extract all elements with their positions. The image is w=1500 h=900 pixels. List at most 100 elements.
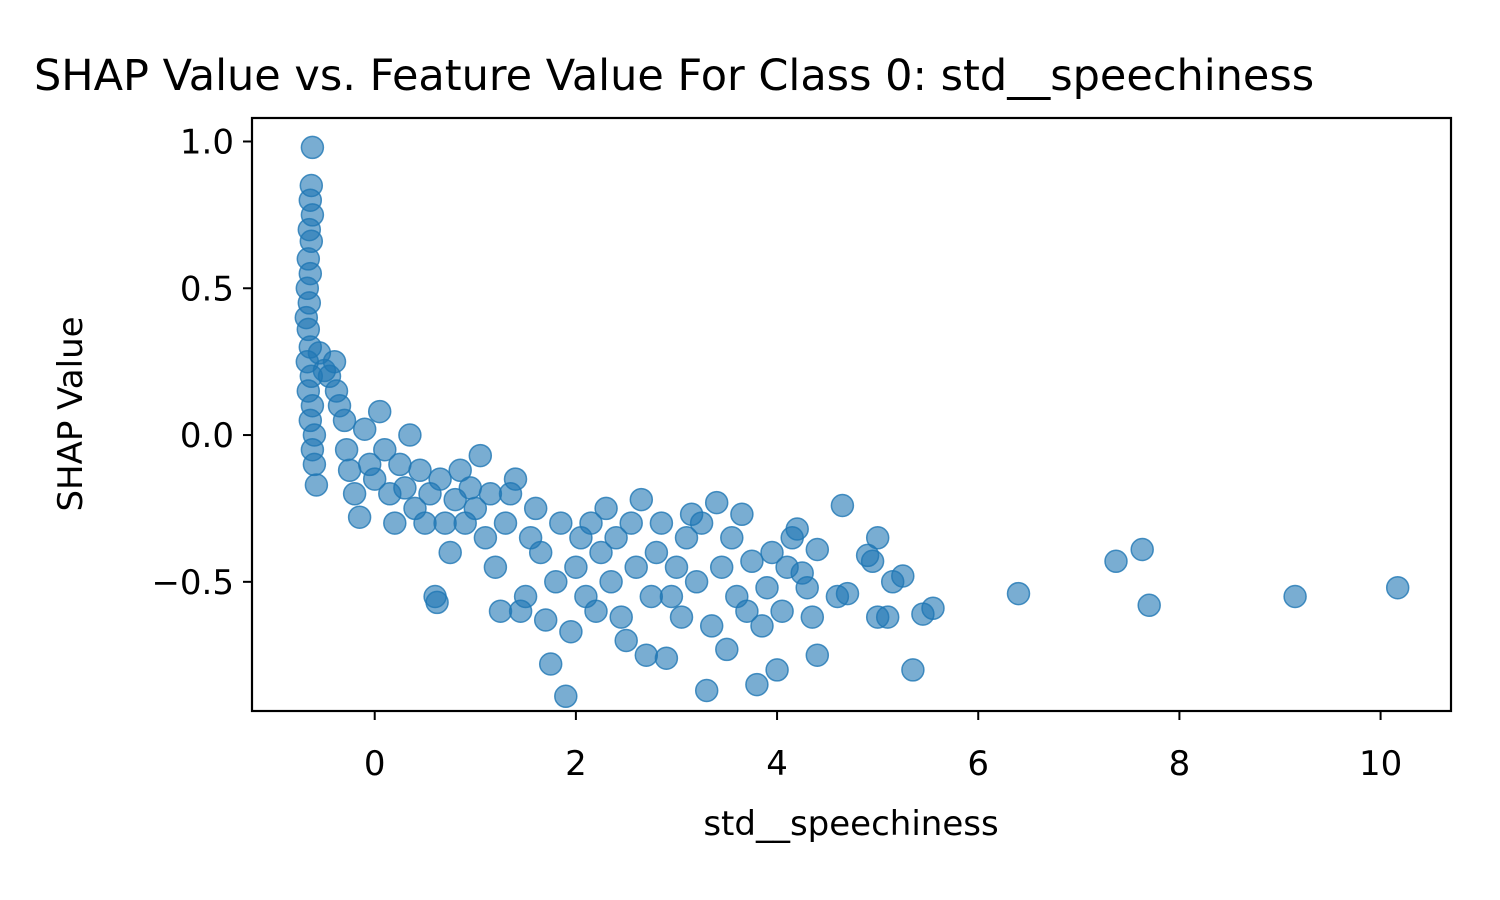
data-point [544,570,568,594]
data-point [533,608,558,632]
data-point [624,555,648,579]
data-point [805,537,830,562]
data-point [720,526,744,550]
data-point [463,496,488,521]
data-point [528,540,553,565]
data-point [795,575,819,600]
data-point [765,658,789,682]
data-point [448,458,472,483]
data-point [599,570,623,594]
data-point [830,493,855,518]
data-point [805,643,830,667]
data-point [654,646,679,670]
data-point [604,526,628,550]
data-point [891,564,915,588]
data-point [619,511,643,535]
data-point [865,526,890,550]
y-axis-ticks: 1.0 0.5 0.0 −0.5 [151,122,252,603]
data-point [304,473,329,497]
data-point [332,408,357,433]
data-point [1137,593,1161,618]
y-tick-label: 0.0 [180,416,234,456]
data-point [493,511,518,535]
data-point [473,526,498,550]
data-points [294,135,1410,709]
data-point [488,599,513,623]
data-point [483,555,508,579]
plot-frame [250,116,1453,713]
data-point [755,575,779,600]
data-point [699,614,724,638]
data-point [1104,549,1128,574]
data-point [322,349,347,374]
data-point [674,526,699,550]
data-point [513,584,538,609]
x-tick-label: 6 [967,744,989,784]
data-point [468,443,493,468]
data-point [584,599,608,623]
data-point [425,590,449,615]
data-point [760,540,784,565]
data-point [835,581,860,606]
data-point [393,476,417,500]
data-point [383,511,407,535]
data-point [398,423,422,447]
data-point [704,490,729,515]
data-point [715,637,739,662]
data-point [664,555,689,579]
data-point [614,628,638,653]
data-point [438,540,462,565]
data-point [503,467,528,491]
data-point [388,452,412,477]
data-point [689,511,714,535]
data-point [1385,575,1410,600]
data-point [740,549,764,574]
data-point [921,596,945,621]
data-point [554,684,578,709]
x-tick-label: 10 [1359,744,1402,784]
data-point [428,467,452,491]
data-point [352,417,377,441]
data-point [901,658,925,682]
data-point [875,605,900,629]
data-point [735,599,759,623]
data-point [770,599,794,623]
data-point [694,678,719,703]
data-point [347,505,372,529]
data-point [334,437,359,462]
y-tick-label: −0.5 [151,563,234,603]
data-point [433,511,457,535]
data-point [362,467,387,491]
data-point [1130,537,1154,562]
data-point [669,605,694,629]
data-point [337,458,362,483]
data-point [564,555,588,579]
data-point [300,135,325,160]
data-point [730,502,754,527]
data-point [659,584,684,609]
data-point [1283,584,1307,609]
x-tick-label: 4 [766,744,788,784]
data-point [458,476,483,500]
data-point [594,496,618,521]
data-point [342,482,367,506]
data-point [579,511,603,535]
data-point [549,511,573,535]
data-point [478,482,503,506]
data-point [644,540,669,565]
data-point [629,487,654,512]
y-tick-label: 0.5 [180,269,234,309]
data-point [800,605,825,629]
data-point [639,584,664,609]
data-point [684,570,709,594]
y-axis-label: SHAP Value [51,316,91,511]
data-point [373,437,397,462]
y-tick-label: 1.0 [180,122,234,162]
data-point [750,614,774,638]
data-point [523,496,548,521]
data-point [367,399,392,424]
data-point [860,549,885,574]
data-point [785,517,809,541]
x-axis-ticks: 0 2 4 6 8 10 [364,711,1402,784]
